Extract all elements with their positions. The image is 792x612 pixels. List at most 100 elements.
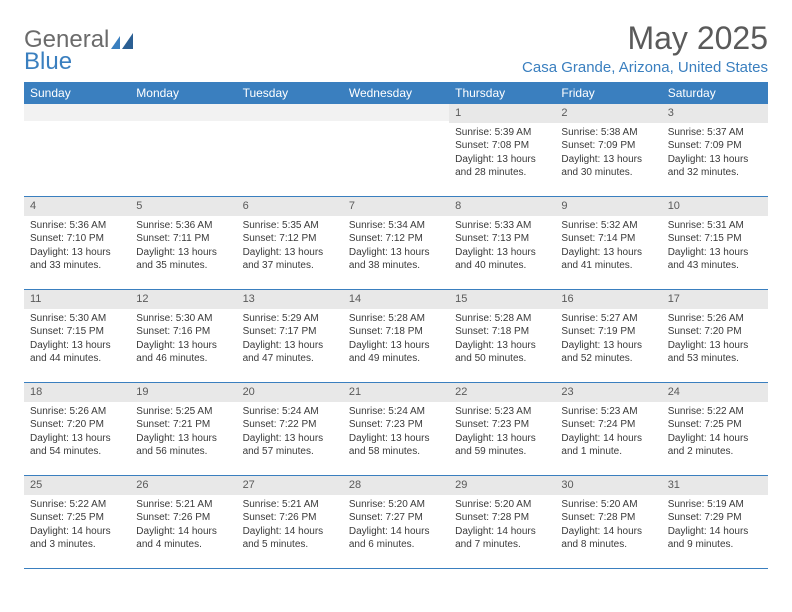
day-number: 1 [449, 104, 555, 123]
day-body: Sunrise: 5:22 AMSunset: 7:25 PMDaylight:… [662, 402, 768, 465]
day-number: 16 [555, 290, 661, 309]
day-body: Sunrise: 5:24 AMSunset: 7:22 PMDaylight:… [237, 402, 343, 465]
daylight-line: Daylight: 14 hours and 1 minute. [561, 432, 655, 459]
day-number: 8 [449, 197, 555, 216]
sunset-line: Sunset: 7:25 PM [668, 418, 762, 432]
sunrise-line: Sunrise: 5:23 AM [455, 405, 549, 419]
daylight-line: Daylight: 14 hours and 9 minutes. [668, 525, 762, 552]
sunrise-line: Sunrise: 5:24 AM [349, 405, 443, 419]
day-cell: 30Sunrise: 5:20 AMSunset: 7:28 PMDayligh… [555, 476, 661, 568]
day-cell: 15Sunrise: 5:28 AMSunset: 7:18 PMDayligh… [449, 290, 555, 382]
daylight-line: Daylight: 13 hours and 41 minutes. [561, 246, 655, 273]
day-cell: 18Sunrise: 5:26 AMSunset: 7:20 PMDayligh… [24, 383, 130, 475]
day-number: 13 [237, 290, 343, 309]
day-body: Sunrise: 5:21 AMSunset: 7:26 PMDaylight:… [130, 495, 236, 558]
sunrise-line: Sunrise: 5:34 AM [349, 219, 443, 233]
sunset-line: Sunset: 7:11 PM [136, 232, 230, 246]
day-cell: 3Sunrise: 5:37 AMSunset: 7:09 PMDaylight… [662, 104, 768, 196]
day-body: Sunrise: 5:36 AMSunset: 7:11 PMDaylight:… [130, 216, 236, 279]
sunset-line: Sunset: 7:29 PM [668, 511, 762, 525]
day-body: Sunrise: 5:27 AMSunset: 7:19 PMDaylight:… [555, 309, 661, 372]
day-number: 26 [130, 476, 236, 495]
day-number: 30 [555, 476, 661, 495]
day-body: Sunrise: 5:23 AMSunset: 7:24 PMDaylight:… [555, 402, 661, 465]
sunset-line: Sunset: 7:22 PM [243, 418, 337, 432]
daylight-line: Daylight: 13 hours and 47 minutes. [243, 339, 337, 366]
day-cell: 25Sunrise: 5:22 AMSunset: 7:25 PMDayligh… [24, 476, 130, 568]
sunrise-line: Sunrise: 5:26 AM [30, 405, 124, 419]
dow-header-row: SundayMondayTuesdayWednesdayThursdayFrid… [24, 82, 768, 104]
dow-cell: Friday [555, 82, 661, 104]
week-row: 11Sunrise: 5:30 AMSunset: 7:15 PMDayligh… [24, 290, 768, 383]
day-number: 27 [237, 476, 343, 495]
sunrise-line: Sunrise: 5:21 AM [136, 498, 230, 512]
day-body: Sunrise: 5:39 AMSunset: 7:08 PMDaylight:… [449, 123, 555, 186]
daylight-line: Daylight: 13 hours and 50 minutes. [455, 339, 549, 366]
day-number: 29 [449, 476, 555, 495]
day-number [237, 104, 343, 121]
sunrise-line: Sunrise: 5:35 AM [243, 219, 337, 233]
day-cell: 23Sunrise: 5:23 AMSunset: 7:24 PMDayligh… [555, 383, 661, 475]
daylight-line: Daylight: 14 hours and 8 minutes. [561, 525, 655, 552]
sunrise-line: Sunrise: 5:24 AM [243, 405, 337, 419]
day-body: Sunrise: 5:33 AMSunset: 7:13 PMDaylight:… [449, 216, 555, 279]
sunset-line: Sunset: 7:12 PM [349, 232, 443, 246]
day-number: 12 [130, 290, 236, 309]
sunrise-line: Sunrise: 5:31 AM [668, 219, 762, 233]
sunrise-line: Sunrise: 5:33 AM [455, 219, 549, 233]
sunrise-line: Sunrise: 5:27 AM [561, 312, 655, 326]
day-body: Sunrise: 5:23 AMSunset: 7:23 PMDaylight:… [449, 402, 555, 465]
sunset-line: Sunset: 7:27 PM [349, 511, 443, 525]
daylight-line: Daylight: 13 hours and 58 minutes. [349, 432, 443, 459]
day-number: 21 [343, 383, 449, 402]
day-cell [343, 104, 449, 196]
sunset-line: Sunset: 7:08 PM [455, 139, 549, 153]
day-body: Sunrise: 5:32 AMSunset: 7:14 PMDaylight:… [555, 216, 661, 279]
sunset-line: Sunset: 7:21 PM [136, 418, 230, 432]
sunset-line: Sunset: 7:14 PM [561, 232, 655, 246]
day-cell: 4Sunrise: 5:36 AMSunset: 7:10 PMDaylight… [24, 197, 130, 289]
sunset-line: Sunset: 7:18 PM [455, 325, 549, 339]
day-cell: 21 Sunrise: 5:24 AMSunset: 7:23 PMDayligh… [343, 383, 449, 475]
day-cell [237, 104, 343, 196]
sunset-line: Sunset: 7:17 PM [243, 325, 337, 339]
sunset-line: Sunset: 7:09 PM [561, 139, 655, 153]
day-number: 2 [555, 104, 661, 123]
sunset-line: Sunset: 7:15 PM [668, 232, 762, 246]
day-cell: 26Sunrise: 5:21 AMSunset: 7:26 PMDayligh… [130, 476, 236, 568]
daylight-line: Daylight: 14 hours and 3 minutes. [30, 525, 124, 552]
sunset-line: Sunset: 7:15 PM [30, 325, 124, 339]
sunset-line: Sunset: 7:09 PM [668, 139, 762, 153]
dow-cell: Tuesday [237, 82, 343, 104]
day-cell: 29Sunrise: 5:20 AMSunset: 7:28 PMDayligh… [449, 476, 555, 568]
day-number: 28 [343, 476, 449, 495]
sunrise-line: Sunrise: 5:30 AM [30, 312, 124, 326]
day-body: Sunrise: 5:30 AMSunset: 7:16 PMDaylight:… [130, 309, 236, 372]
header: GeneralBlue May 2025 Casa Grande, Arizon… [24, 20, 768, 76]
day-body: Sunrise: 5:30 AMSunset: 7:15 PMDaylight:… [24, 309, 130, 372]
sunrise-line: Sunrise: 5:36 AM [30, 219, 124, 233]
day-body: Sunrise: 5:31 AMSunset: 7:15 PMDaylight:… [662, 216, 768, 279]
week-row: 4Sunrise: 5:36 AMSunset: 7:10 PMDaylight… [24, 197, 768, 290]
day-number: 6 [237, 197, 343, 216]
sunrise-line: Sunrise: 5:38 AM [561, 126, 655, 140]
day-cell: 12Sunrise: 5:30 AMSunset: 7:16 PMDayligh… [130, 290, 236, 382]
day-number: 17 [662, 290, 768, 309]
sunrise-line: Sunrise: 5:32 AM [561, 219, 655, 233]
day-cell: 1Sunrise: 5:39 AMSunset: 7:08 PMDaylight… [449, 104, 555, 196]
day-number: 4 [24, 197, 130, 216]
day-body: Sunrise: 5:28 AMSunset: 7:18 PMDaylight:… [343, 309, 449, 372]
day-cell: 5Sunrise: 5:36 AMSunset: 7:11 PMDaylight… [130, 197, 236, 289]
sunset-line: Sunset: 7:26 PM [136, 511, 230, 525]
sunrise-line: Sunrise: 5:20 AM [455, 498, 549, 512]
day-cell: 10Sunrise: 5:31 AMSunset: 7:15 PMDayligh… [662, 197, 768, 289]
day-number: 24 [662, 383, 768, 402]
daylight-line: Daylight: 13 hours and 32 minutes. [668, 153, 762, 180]
day-cell: 31Sunrise: 5:19 AMSunset: 7:29 PMDayligh… [662, 476, 768, 568]
day-cell: 14Sunrise: 5:28 AMSunset: 7:18 PMDayligh… [343, 290, 449, 382]
dow-cell: Wednesday [343, 82, 449, 104]
day-body: Sunrise: 5:20 AMSunset: 7:28 PMDaylight:… [449, 495, 555, 558]
day-body: Sunrise: 5:26 AMSunset: 7:20 PMDaylight:… [24, 402, 130, 465]
sunset-line: Sunset: 7:23 PM [349, 418, 443, 432]
day-cell: 7Sunrise: 5:34 AMSunset: 7:12 PMDaylight… [343, 197, 449, 289]
